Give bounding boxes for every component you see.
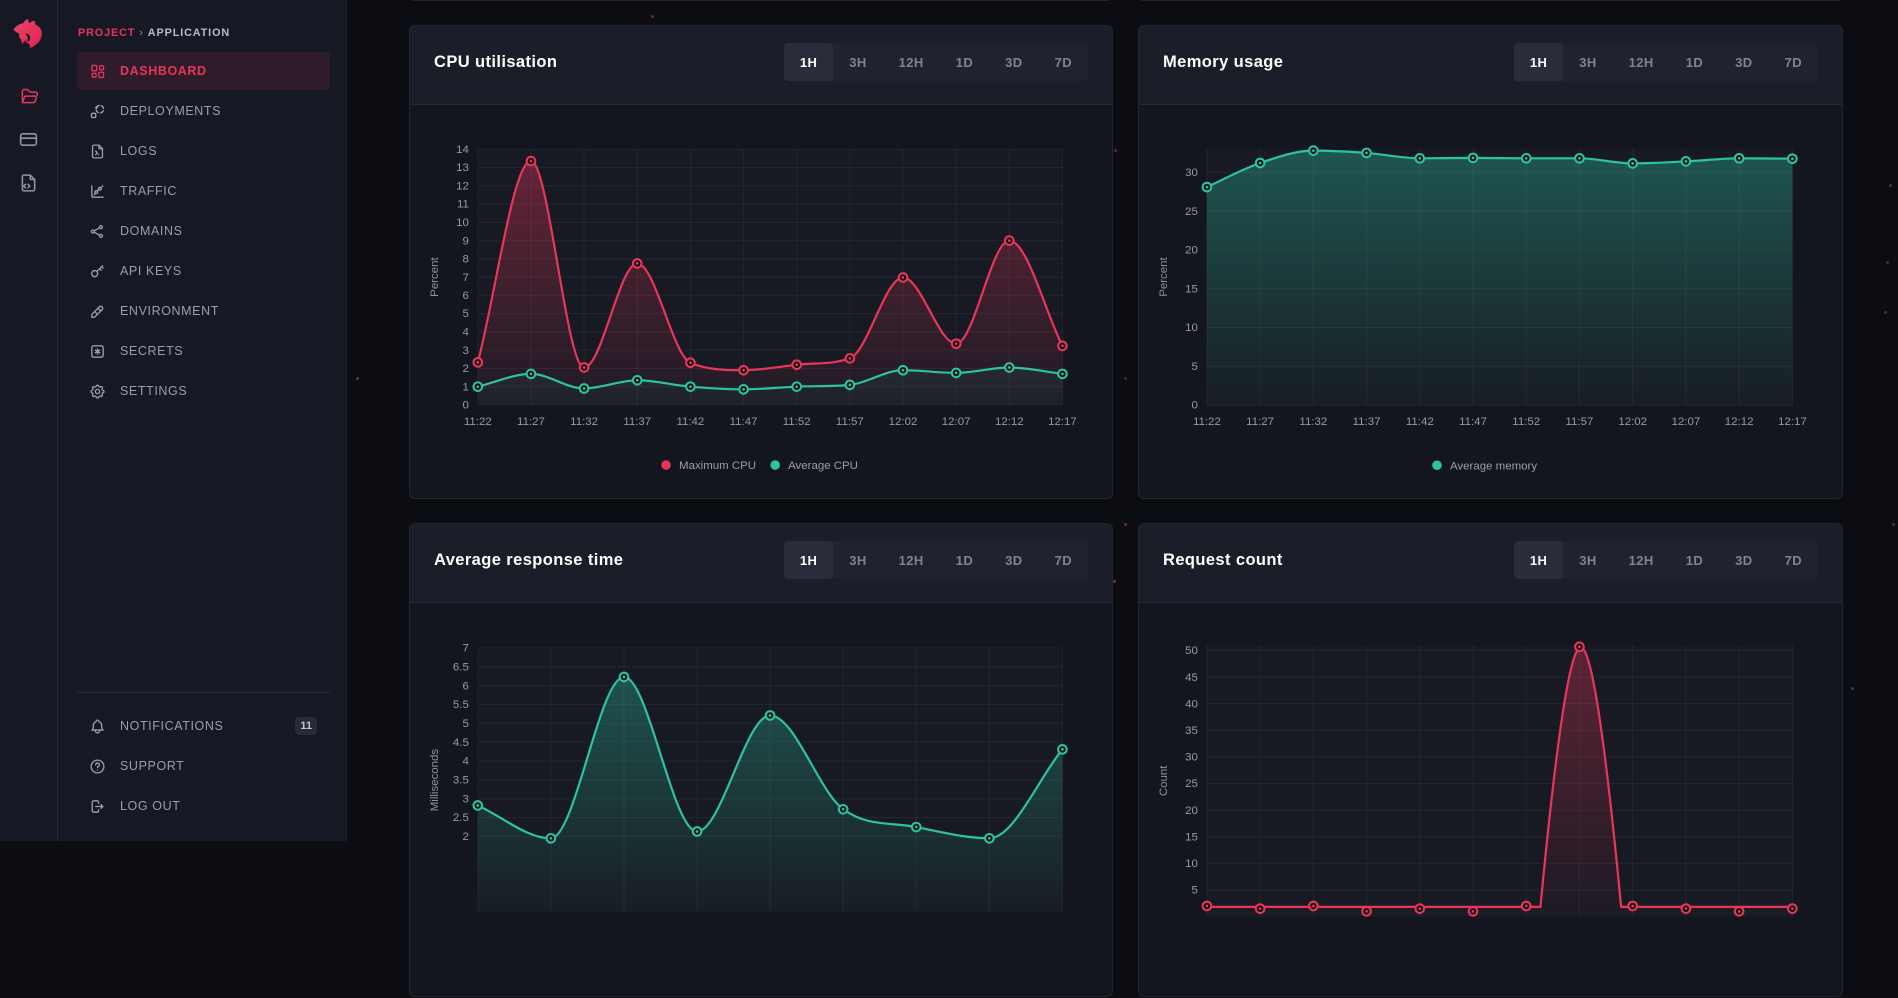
svg-text:Average CPU: Average CPU xyxy=(788,460,858,472)
svg-text:11:57: 11:57 xyxy=(1566,416,1594,428)
svg-text:11:37: 11:37 xyxy=(1353,416,1381,428)
svg-text:50: 50 xyxy=(1185,645,1198,657)
svg-text:Count: Count xyxy=(1158,765,1170,796)
svg-text:5.5: 5.5 xyxy=(453,699,469,711)
svg-text:12:17: 12:17 xyxy=(1048,416,1077,428)
svg-text:12:12: 12:12 xyxy=(1725,416,1754,428)
svg-text:45: 45 xyxy=(1185,672,1198,684)
svg-text:11:32: 11:32 xyxy=(1299,416,1327,428)
svg-text:4.5: 4.5 xyxy=(453,737,469,749)
svg-text:4: 4 xyxy=(462,327,469,339)
svg-text:11:42: 11:42 xyxy=(676,416,704,428)
svg-text:5: 5 xyxy=(462,718,468,730)
svg-text:30: 30 xyxy=(1185,167,1198,179)
svg-text:12:12: 12:12 xyxy=(995,416,1024,428)
svg-text:0: 0 xyxy=(1192,400,1198,412)
svg-text:2: 2 xyxy=(462,831,468,843)
svg-text:10: 10 xyxy=(1185,858,1198,870)
svg-text:8: 8 xyxy=(462,254,468,266)
svg-text:11:52: 11:52 xyxy=(783,416,811,428)
svg-text:15: 15 xyxy=(1185,283,1198,295)
svg-text:6: 6 xyxy=(462,290,468,302)
svg-text:2: 2 xyxy=(462,363,468,375)
svg-text:Maximum CPU: Maximum CPU xyxy=(679,460,756,472)
svg-text:25: 25 xyxy=(1185,778,1198,790)
svg-text:12:02: 12:02 xyxy=(889,416,918,428)
svg-text:11:22: 11:22 xyxy=(464,416,492,428)
svg-text:1: 1 xyxy=(462,381,468,393)
svg-text:12:07: 12:07 xyxy=(942,416,971,428)
svg-text:12:17: 12:17 xyxy=(1778,416,1807,428)
svg-text:0: 0 xyxy=(462,400,468,412)
svg-text:Average memory: Average memory xyxy=(1450,460,1537,472)
svg-text:6.5: 6.5 xyxy=(453,661,469,673)
svg-text:7: 7 xyxy=(462,272,468,284)
svg-text:Percent: Percent xyxy=(1158,256,1170,296)
svg-text:11:47: 11:47 xyxy=(730,416,758,428)
svg-text:3: 3 xyxy=(462,793,468,805)
svg-text:4: 4 xyxy=(462,756,469,768)
svg-text:5: 5 xyxy=(462,308,468,320)
svg-text:6: 6 xyxy=(462,680,468,692)
svg-text:11:27: 11:27 xyxy=(517,416,545,428)
svg-text:2.5: 2.5 xyxy=(453,812,469,824)
svg-text:5: 5 xyxy=(1192,885,1198,897)
svg-text:7: 7 xyxy=(462,643,468,655)
svg-text:12:02: 12:02 xyxy=(1618,416,1647,428)
svg-text:20: 20 xyxy=(1185,805,1198,817)
svg-text:3: 3 xyxy=(462,345,468,357)
svg-text:30: 30 xyxy=(1185,752,1198,764)
svg-text:9: 9 xyxy=(462,235,468,247)
svg-text:11:47: 11:47 xyxy=(1459,416,1487,428)
svg-text:Percent: Percent xyxy=(429,257,441,297)
svg-text:11:37: 11:37 xyxy=(623,416,651,428)
svg-text:11: 11 xyxy=(457,199,469,211)
svg-text:12: 12 xyxy=(456,180,469,192)
svg-text:10: 10 xyxy=(456,217,469,229)
svg-text:11:42: 11:42 xyxy=(1406,416,1434,428)
svg-text:11:27: 11:27 xyxy=(1246,416,1274,428)
svg-text:11:57: 11:57 xyxy=(836,416,864,428)
svg-text:11:52: 11:52 xyxy=(1512,416,1540,428)
svg-text:10: 10 xyxy=(1185,322,1198,334)
svg-text:15: 15 xyxy=(1185,831,1198,843)
svg-text:25: 25 xyxy=(1185,206,1198,218)
svg-text:5: 5 xyxy=(1192,361,1198,373)
svg-text:14: 14 xyxy=(456,144,469,156)
svg-text:40: 40 xyxy=(1185,698,1198,710)
svg-text:11:22: 11:22 xyxy=(1193,416,1221,428)
svg-text:11:32: 11:32 xyxy=(570,416,598,428)
svg-text:12:07: 12:07 xyxy=(1672,416,1701,428)
svg-text:13: 13 xyxy=(456,162,469,174)
svg-text:Milliseconds: Milliseconds xyxy=(429,749,441,812)
svg-text:35: 35 xyxy=(1185,725,1198,737)
svg-text:20: 20 xyxy=(1185,245,1198,257)
svg-text:3.5: 3.5 xyxy=(453,775,469,787)
